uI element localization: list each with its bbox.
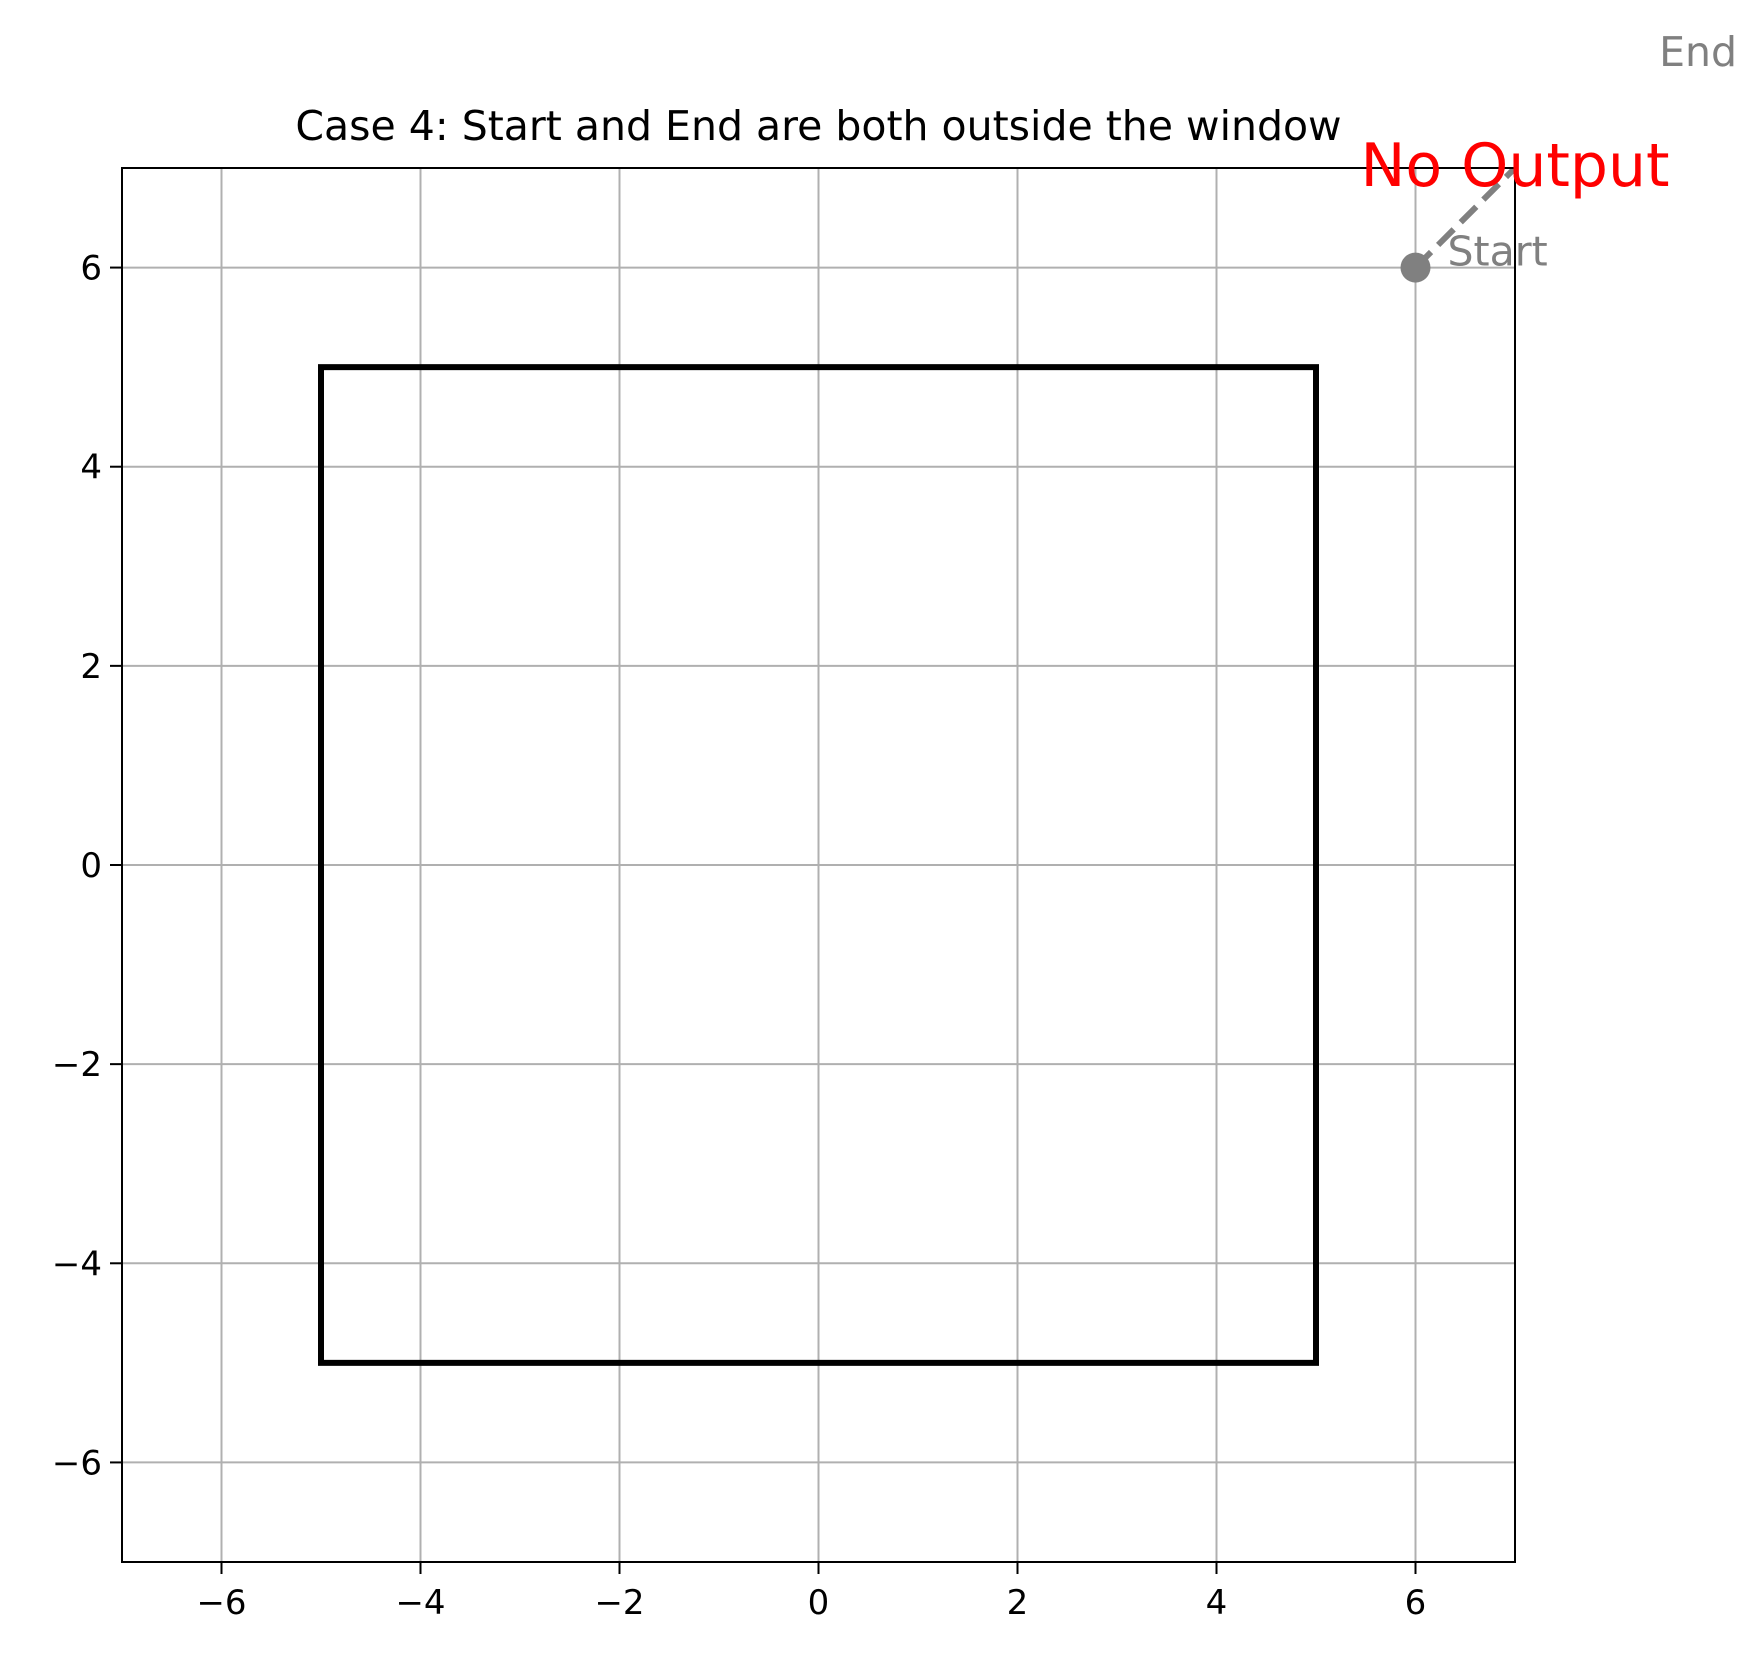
axis-ticks: −6 −4 −2 0 2 4 6 −6 −4 −2 0 2 4 6 [52, 249, 1426, 1623]
segment-line [1413, 168, 1515, 270]
grid-lines [122, 168, 1515, 1562]
y-tick-label: −2 [52, 1045, 102, 1085]
x-tick-label: 4 [1206, 1583, 1228, 1623]
x-tick-label: 6 [1405, 1583, 1427, 1623]
x-tick-label: −6 [196, 1583, 246, 1623]
start-point-marker [1400, 252, 1431, 283]
line-segment-group [1400, 168, 1515, 283]
start-point-label: Start [1448, 228, 1548, 276]
y-tick-label: −4 [52, 1244, 102, 1284]
x-tick-label: 2 [1007, 1583, 1029, 1623]
y-tick-label: 6 [80, 249, 102, 289]
y-tick-label: −6 [52, 1443, 102, 1483]
chart-title: Case 4: Start and End are both outside t… [295, 102, 1341, 150]
clip-window-group [318, 364, 1319, 1366]
x-tick-label: −2 [594, 1583, 644, 1623]
x-tick-label: −4 [395, 1583, 445, 1623]
x-tick-label: 0 [808, 1583, 830, 1623]
y-tick-label: 4 [80, 448, 102, 488]
clip-window [318, 364, 1319, 1366]
end-point-label: End [1659, 28, 1737, 76]
y-tick-label: 0 [80, 846, 102, 886]
no-output-annotation: No Output [1360, 131, 1669, 201]
y-tick-label: 2 [80, 647, 102, 687]
